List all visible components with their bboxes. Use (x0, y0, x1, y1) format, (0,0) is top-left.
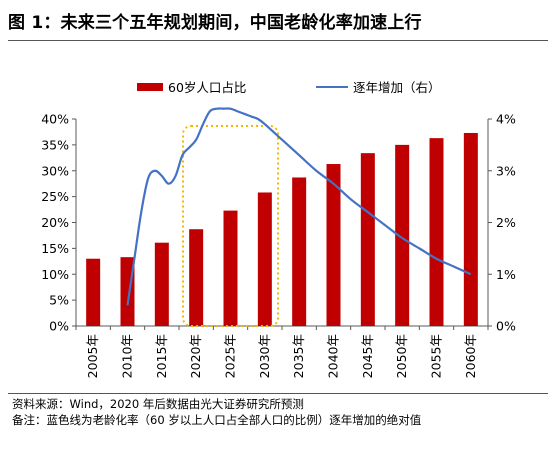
bar (223, 210, 238, 326)
x-tick-label: 2025年 (223, 334, 238, 378)
y-left-tick-label: 10% (41, 267, 69, 282)
footnote: 备注：蓝色线为老龄化率（60 岁以上人口占全部人口的比例）逐年增加的绝对值 (12, 413, 422, 427)
x-tick-label: 2015年 (154, 334, 169, 378)
bar (154, 242, 169, 326)
bar (257, 192, 272, 326)
y-left-tick-label: 0% (49, 319, 69, 334)
figure-title: 图 1：未来三个五年规划期间，中国老龄化率加速上行 (8, 13, 422, 33)
x-tick-label: 2005年 (85, 334, 100, 378)
y-right-tick-label: 0% (496, 319, 516, 334)
y-left-tick-label: 5% (49, 293, 69, 308)
bar (292, 177, 307, 326)
bar (86, 258, 101, 326)
legend-line-label: 逐年增加（右） (353, 80, 441, 95)
legend: 60岁人口占比 逐年增加（右） (137, 80, 441, 95)
x-tick-label: 2060年 (463, 334, 478, 378)
x-tick-label: 2030年 (257, 334, 272, 378)
legend-bar-label: 60岁人口占比 (168, 80, 246, 95)
y-right-tick-label: 4% (496, 112, 516, 127)
y-right-tick-label: 2% (496, 215, 516, 230)
y-left-tick-label: 35% (41, 137, 69, 152)
x-tick-label: 2020年 (188, 334, 203, 378)
x-tick-label: 2035年 (291, 334, 306, 378)
bar (395, 144, 410, 326)
highlight-box (182, 125, 279, 327)
plot-area: 0% 5% 10% 15% 20% 25% 30% 35% 40% 0% 1% 2% 3% 4% 2005年… (41, 107, 516, 378)
bar (189, 229, 204, 326)
x-tick-label: 2010年 (120, 334, 135, 378)
series-line (126, 107, 472, 306)
bar (463, 132, 478, 326)
y-left-tick-label: 15% (41, 241, 69, 256)
x-tick-label: 2055年 (429, 334, 444, 378)
x-tick-label: 2040年 (326, 334, 341, 378)
y-left-tick-label: 40% (41, 112, 69, 127)
y-right-tick-label: 1% (496, 267, 516, 282)
y-right-tick-label: 3% (496, 163, 516, 178)
y-left-tick-label: 30% (41, 163, 69, 178)
bar (429, 138, 444, 326)
source-note: 资料来源：Wind，2020 年后数据由光大证券研究所预测 (12, 397, 304, 411)
bar (326, 164, 341, 326)
footer-divider (8, 393, 548, 394)
title-divider (8, 40, 548, 41)
y-left-tick-label: 20% (41, 215, 69, 230)
x-tick-label: 2050年 (394, 334, 409, 378)
bar (360, 153, 375, 326)
x-tick-label: 2045年 (360, 334, 375, 378)
y-left-tick-label: 25% (41, 189, 69, 204)
legend-bar-swatch (137, 83, 163, 91)
